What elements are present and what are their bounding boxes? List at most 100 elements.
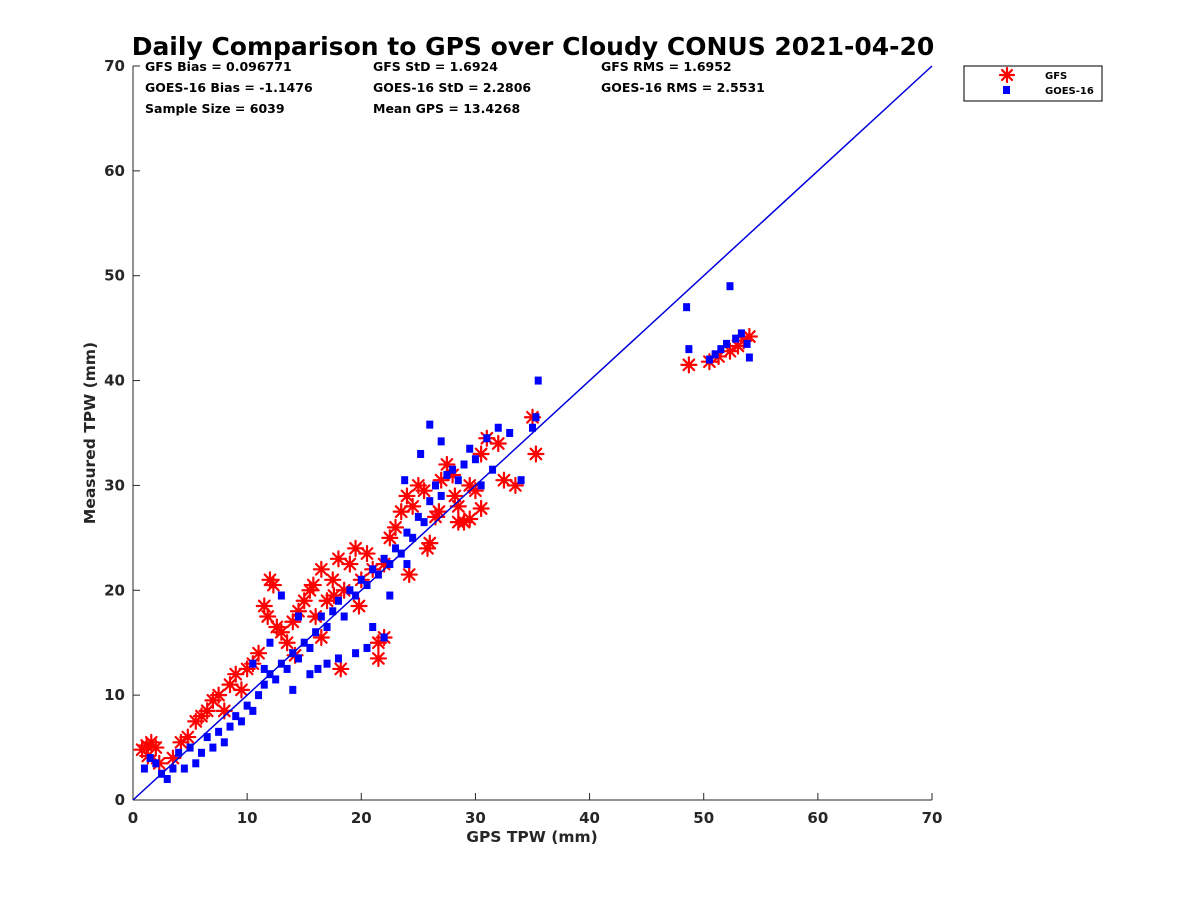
goes-16-point [403,560,411,569]
goes-16-point [272,675,280,684]
goes-16-point [260,664,268,673]
goes-16-point [506,429,514,437]
y-tick-label: 20 [104,581,125,599]
y-axis-ticks: 0 10 20 30 40 50 60 70 [104,57,140,809]
goes-16-point [209,743,217,752]
goes-16-point [295,654,303,663]
goes-16-point [334,596,342,605]
stat-goes-rms: GOES-16 RMS = 2.5531 [601,80,765,95]
gfs-point [179,728,197,746]
goes-16-point [249,706,257,715]
goes-16-point [352,649,360,658]
gfs-point [227,665,245,683]
goes-16-point [226,722,234,731]
x-tick-label: 0 [128,809,138,827]
goes-16-point [255,691,263,700]
gfs-point [404,497,422,516]
goes-16-point [369,565,377,574]
legend-goes-16-marker [1003,86,1010,94]
gfs-point [255,597,273,615]
gfs-point [346,539,365,557]
goes-16-point [314,664,322,673]
gfs-point [278,634,296,652]
x-tick-label: 50 [693,809,714,827]
goes-16-point [283,664,291,673]
goes-16-point [323,659,331,668]
goes-16-point [175,748,183,757]
goes-16-point [426,497,434,506]
legend: GFS GOES-16 [963,65,1103,102]
y-tick-label: 30 [104,476,125,494]
goes-16-point [180,764,188,773]
goes-16-point [215,727,223,736]
goes-16-point [323,622,331,631]
goes-16-point [363,643,371,652]
goes-16-point [203,733,211,742]
gfs-point [232,681,251,699]
x-tick-label: 40 [579,809,600,827]
goes-16-point [152,759,160,768]
y-tick-label: 0 [115,791,125,809]
gfs-point [172,733,190,751]
gfs-point [506,476,524,495]
y-axis-label: Measured TPW (mm) [81,342,99,524]
goes-16-point [477,481,485,490]
goes-16-point [420,518,428,527]
goes-16-point [380,554,388,563]
goes-16-point [745,353,753,362]
goes-16-point [163,775,171,784]
goes-16-point [260,680,268,689]
goes-16-point [517,476,525,485]
chart-title: Daily Comparison to GPS over Cloudy CONU… [132,32,935,61]
goes-16-point [417,449,425,458]
stat-gfs-std: GFS StD = 1.6924 [373,59,498,74]
legend-gfs-asterisk [998,66,1016,84]
goes-16-point [685,345,693,354]
goes-16-point [369,622,377,631]
goes-16-point [437,491,445,500]
stat-mean-gps: Mean GPS = 13.4268 [373,101,520,116]
goes-16-point [289,685,297,694]
goes-16-point [449,465,457,474]
goes-16-point [146,754,154,763]
goes-16-point [357,575,365,584]
goes-16-point [380,633,388,642]
gfs-point [358,544,376,563]
goes-16-point [403,528,411,537]
goes-16-point [306,670,314,679]
x-axis-ticks: 0 10 20 30 40 50 60 70 [128,793,942,827]
goes-16-point [317,612,325,621]
stat-gfs-rms: GFS RMS = 1.6952 [601,59,732,74]
goes-16-point [431,481,439,490]
gfs-point [324,571,342,589]
goes-16-point [197,748,205,757]
stat-goes-std: GOES-16 StD = 2.2806 [373,80,531,95]
plot-area [132,66,932,801]
gfs-point [329,550,348,568]
goes-16-point [409,533,417,542]
gfs-point [527,445,545,463]
gfs-point [312,560,330,578]
goes-16-point [243,701,251,710]
goes-16-point [249,659,257,668]
goes-16-point [334,654,342,663]
goes-16-point [306,643,314,652]
goes-16-point [340,612,348,621]
y-tick-label: 50 [104,267,125,285]
series-gfs [133,327,758,772]
goes-16-point [460,460,468,469]
goes-16-point [266,638,274,647]
goes-16-point [237,717,245,726]
gfs-point [268,618,286,636]
goes-16-point [277,591,285,600]
goes-16-point [401,476,409,485]
goes-16-point [471,455,479,464]
goes-16-point [295,612,303,621]
gfs-point [249,644,268,662]
x-tick-label: 30 [465,809,486,827]
stat-sample-size: Sample Size = 6039 [145,101,285,116]
gfs-point [446,487,464,505]
goes-16-point [392,544,400,553]
